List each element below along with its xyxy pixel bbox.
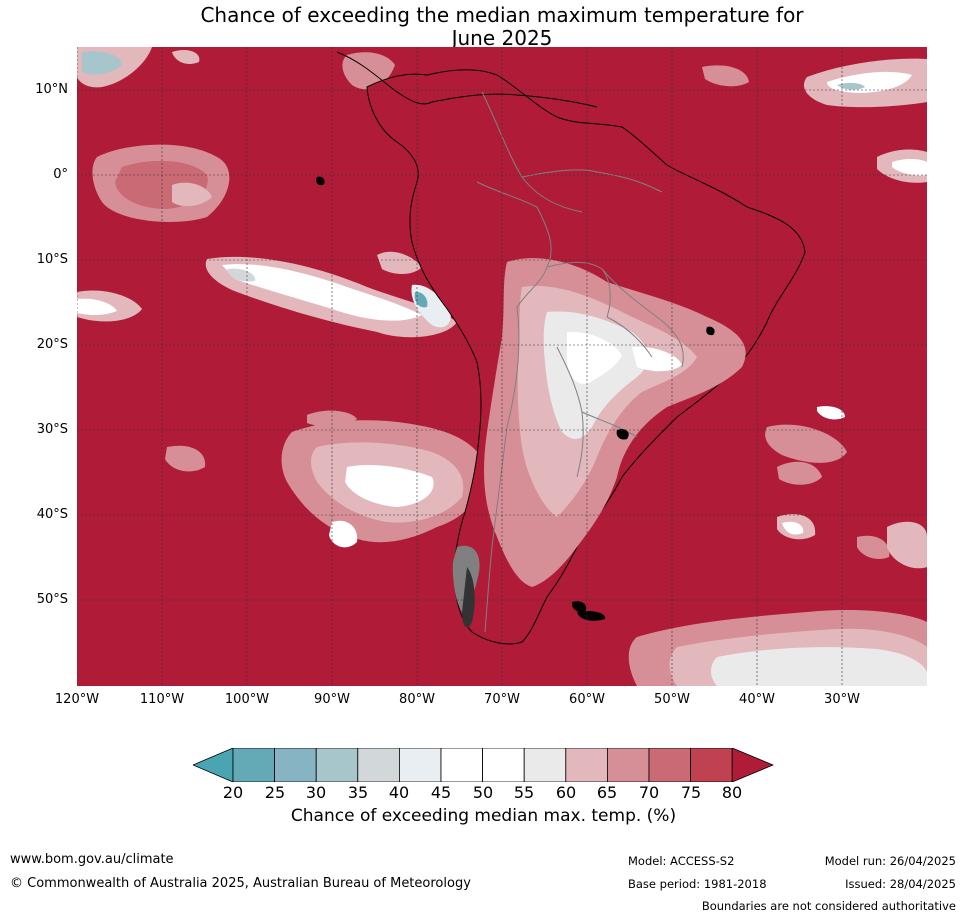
colorbar-tick-60: 60 [555,783,577,802]
title-line-2: June 2025 [451,26,553,50]
colorbar-bin-30-35 [315,748,359,782]
disclaimer: Boundaries are not considered authoritat… [701,899,956,913]
colorbar-high-extension [731,748,774,782]
copyright-text: © Commonwealth of Australia 2025, Austra… [10,876,471,891]
colorbar-tick-20: 20 [222,783,244,802]
lat-label-10s: 10°S [36,252,68,267]
contour-patch-southeast-pacific [165,410,487,548]
colorbar-tick-45: 45 [430,783,452,802]
colorbar-bin-65-70 [606,748,650,782]
colorbar-label: Chance of exceeding median max. temp. (%… [290,806,677,826]
lon-label-70w: 70°W [484,692,520,707]
base-period: Base period: 1981-2018 [628,877,767,891]
colorbar-tick-70: 70 [638,783,660,802]
colorbar-tick-35: 35 [347,783,369,802]
contour-patch-tropical-atlantic [702,58,927,183]
map-title: Chance of exceeding the median maximum t… [77,4,927,50]
lon-label-60w: 60°W [569,692,605,707]
colorbar-tick-65: 65 [596,783,618,802]
colorbar-bin-55-60 [523,748,567,782]
lat-label-10n: 10°N [35,82,68,97]
lat-label-50s: 50°S [36,592,68,607]
issued-date: Issued: 28/04/2025 [845,877,956,891]
colorbar-tick-50: 50 [472,783,494,802]
country-borders [476,91,684,633]
caribbean-coast [431,93,598,108]
lon-label-80w: 80°W [399,692,435,707]
colorbar-tick-55: 55 [513,783,535,802]
colorbar-tick-30: 30 [305,783,327,802]
colorbar-bin-25-30 [274,748,317,782]
colorbar-tick-25: 25 [264,783,286,802]
lat-label-30s: 30°S [36,422,68,437]
model-name: Model: ACCESS-S2 [628,854,735,868]
colorbar-tick-80: 80 [721,783,743,802]
lon-label-50w: 50°W [654,692,690,707]
lat-label-20s: 20°S [36,337,68,352]
contour-patch-south-america-interior [484,258,746,587]
lat-label-0: 0° [53,167,68,182]
lon-label-100w: 100°W [224,692,270,707]
contour-patch-south-atlantic [628,406,927,686]
probability-map [77,47,927,686]
contour-patch-equatorial-pacific [92,144,230,222]
colorbar [193,748,774,782]
colorbar-low-extension [193,748,234,782]
lon-label-120w: 120°W [54,692,100,707]
model-run-date: Model run: 26/04/2025 [824,854,956,868]
coast-details [316,176,715,621]
central-america-coast [336,51,433,105]
colorbar-bin-75-80 [690,748,733,782]
contour-patch-patagonia [452,545,480,628]
colorbar-bin-20-25 [232,748,275,782]
colorbar-bin-35-40 [357,748,400,782]
contour-patch-tropical-pacific [77,251,457,338]
colorbar-tick-40: 40 [388,783,410,802]
colorbar-bin-40-45 [398,748,442,782]
lon-label-40w: 40°W [739,692,775,707]
lat-label-40s: 40°S [36,507,68,522]
colorbar-bin-60-65 [565,748,608,782]
colorbar-bin-50-55 [482,748,525,782]
website-link[interactable]: www.bom.gov.au/climate [10,852,174,867]
lon-label-90w: 90°W [314,692,350,707]
colorbar-tick-75: 75 [680,783,702,802]
colorbar-bin-45-50 [440,748,483,782]
lon-label-30w: 30°W [824,692,860,707]
lon-label-110w: 110°W [139,692,185,707]
title-line-1: Chance of exceeding the median maximum t… [200,3,804,27]
graticule [77,47,927,686]
colorbar-bin-70-75 [648,748,691,782]
